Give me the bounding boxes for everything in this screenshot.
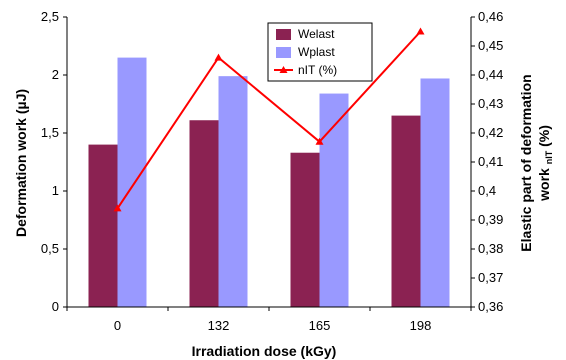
legend-swatch-wplast <box>276 47 291 58</box>
y2-tick-label: 0,39 <box>478 212 503 227</box>
y2-tick-label: 0,41 <box>478 154 503 169</box>
bar-wplast-0 <box>117 57 147 307</box>
y2-tick-label: 0,43 <box>478 96 503 111</box>
bar-welast-198 <box>391 115 421 307</box>
x-axis-ticks: 0 132 165 198 <box>66 307 472 333</box>
y2-axis-title-line1: Elastic part of deformation <box>518 74 534 251</box>
point-nit-132 <box>214 53 223 61</box>
y2-tick-label: 0,36 <box>478 299 503 314</box>
point-nit-0 <box>113 204 122 212</box>
y2-tick-label: 0,4 <box>478 183 496 198</box>
y2-axis-title: Elastic part of deformation work nIT (%) <box>518 74 555 251</box>
plot-area <box>66 17 472 308</box>
y-axis-ticks: 0 0,5 1 1,5 2 2,5 <box>41 9 67 314</box>
bar-wplast-132 <box>218 76 248 307</box>
y2-tick-label: 0,42 <box>478 125 503 140</box>
bar-welast-165 <box>290 152 320 307</box>
bar-welast-132 <box>189 120 219 308</box>
x-tick-label: 165 <box>309 318 331 333</box>
legend-swatch-marker <box>279 66 288 73</box>
bar-wplast-165 <box>319 93 349 307</box>
y2-axis-title-line2: work nIT (%) <box>536 125 555 202</box>
point-nit-165 <box>315 137 324 145</box>
legend-swatch-welast <box>276 29 291 40</box>
legend: Welast Wplast nIT (%) <box>267 22 373 82</box>
legend-label: Welast <box>298 27 335 41</box>
y-tick-label: 1 <box>52 183 59 198</box>
point-nit-198 <box>416 27 425 35</box>
y2-axis-title-unit: (%) <box>536 125 552 147</box>
legend-label: Wplast <box>298 45 335 59</box>
y-tick-label: 1,5 <box>41 125 59 140</box>
y2-axis-ticks: 0,36 0,37 0,38 0,39 0,4 0,41 0,42 0,43 0,44 0,45 0… <box>471 9 503 314</box>
y-tick-label: 0,5 <box>41 241 59 256</box>
x-tick-label: 132 <box>208 318 230 333</box>
y-tick-label: 2,5 <box>41 9 59 24</box>
y2-tick-label: 0,37 <box>478 270 503 285</box>
y2-axis-title-sub: nIT <box>544 150 554 164</box>
x-tick-label: 198 <box>410 318 432 333</box>
y2-tick-label: 0,38 <box>478 241 503 256</box>
y2-tick-label: 0,45 <box>478 38 503 53</box>
y2-axis-title-work: work <box>536 168 552 202</box>
x-axis-title: Irradiation dose (kGy) <box>192 343 337 359</box>
bar-welast-0 <box>88 144 118 307</box>
line-nit <box>116 30 422 209</box>
bar-wplast-198 <box>420 78 450 307</box>
y-axis-title: Deformation work (µJ) <box>13 89 29 237</box>
x-tick-label: 0 <box>114 318 121 333</box>
y2-tick-label: 0,46 <box>478 9 503 24</box>
legend-label: nIT (%) <box>298 63 337 77</box>
y-tick-label: 2 <box>52 67 59 82</box>
y2-tick-label: 0,44 <box>478 67 503 82</box>
y-tick-label: 0 <box>52 299 59 314</box>
